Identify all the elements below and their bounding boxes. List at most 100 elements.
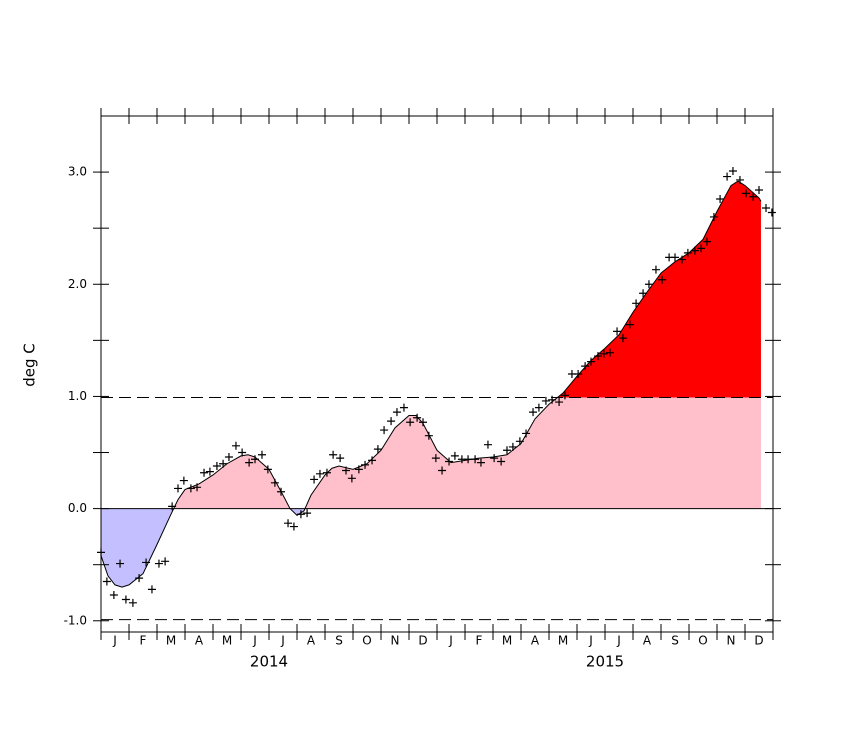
data-point [174, 484, 182, 493]
data-point [270, 478, 279, 487]
data-point [606, 348, 615, 357]
data-point [755, 186, 763, 195]
data-point [683, 248, 692, 257]
data-point [534, 403, 543, 412]
area-middle [173, 181, 761, 509]
month-label: J [280, 634, 285, 648]
data-point [193, 483, 202, 492]
data-point [329, 450, 338, 459]
month-label: A [307, 634, 316, 648]
data-point [702, 237, 711, 246]
data-point [238, 448, 247, 457]
month-label: O [698, 634, 707, 648]
month-label: M [222, 634, 232, 648]
data-point [490, 454, 499, 463]
data-point [625, 320, 634, 329]
data-point [483, 440, 492, 449]
data-point [548, 395, 557, 404]
data-point [231, 441, 240, 450]
data-point [709, 212, 718, 221]
y-axis-title: deg C [21, 343, 39, 387]
data-point [651, 265, 660, 274]
data-point [508, 442, 517, 451]
data-point [671, 253, 679, 262]
y-tick-label: 2.0 [68, 277, 87, 291]
data-point [368, 456, 377, 465]
month-label: F [476, 634, 483, 648]
data-point [690, 246, 699, 255]
data-point [678, 255, 686, 264]
year-label: 2015 [586, 653, 624, 671]
data-point [658, 275, 667, 284]
month-label: M [166, 634, 176, 648]
data-point [387, 417, 396, 426]
year-label: 2014 [250, 653, 288, 671]
month-label: J [616, 634, 621, 648]
data-point [128, 598, 137, 607]
data-point [168, 502, 177, 511]
data-point [219, 459, 228, 468]
area-above [557, 181, 761, 398]
data-point [471, 455, 480, 464]
data-point [354, 465, 363, 474]
data-point [303, 509, 312, 518]
month-label: D [754, 634, 763, 648]
data-point [263, 465, 272, 474]
data-point [205, 467, 214, 476]
month-label: M [558, 634, 568, 648]
month-label: A [531, 634, 540, 648]
area-below [101, 508, 761, 588]
data-point [161, 557, 170, 566]
data-point [399, 403, 408, 412]
data-point [289, 522, 298, 531]
data-point [716, 195, 725, 204]
month-label: J [252, 634, 257, 648]
data-point [723, 172, 732, 181]
data-point [762, 203, 770, 212]
data-point [121, 595, 130, 604]
month-label: N [391, 634, 400, 648]
data-point [697, 244, 706, 253]
data-point [587, 357, 595, 366]
month-label: M [502, 634, 512, 648]
y-tick-label: -1.0 [64, 613, 87, 627]
data-point [310, 475, 319, 484]
data-point [392, 408, 401, 417]
data-point [574, 370, 583, 378]
data-point [315, 469, 324, 478]
data-point [728, 166, 737, 175]
data-point [406, 418, 415, 427]
data-point [135, 574, 144, 583]
data-point [476, 458, 485, 467]
data-point [581, 362, 590, 371]
data-point [224, 453, 233, 462]
data-point [102, 577, 111, 586]
y-tick-label: 3.0 [68, 165, 87, 179]
data-point [618, 334, 627, 343]
data-point [431, 454, 440, 463]
month-label: F [140, 634, 147, 648]
month-label: A [195, 634, 204, 648]
data-point [142, 558, 151, 567]
data-point [515, 437, 524, 446]
data-point [258, 450, 266, 459]
data-point [445, 457, 454, 466]
data-point [380, 426, 389, 435]
data-point [594, 352, 602, 361]
month-label: S [335, 634, 343, 648]
month-label: J [588, 634, 593, 648]
data-point [644, 280, 653, 289]
month-label: S [671, 634, 679, 648]
data-point [767, 208, 776, 217]
data-point [284, 519, 293, 528]
data-point [109, 590, 118, 599]
data-point [154, 559, 163, 568]
smoothed-line [100, 180, 762, 588]
y-tick-label: 0.0 [68, 501, 87, 515]
data-point [200, 468, 209, 477]
month-label: N [727, 634, 736, 648]
data-point [347, 474, 356, 483]
data-point [336, 454, 345, 463]
